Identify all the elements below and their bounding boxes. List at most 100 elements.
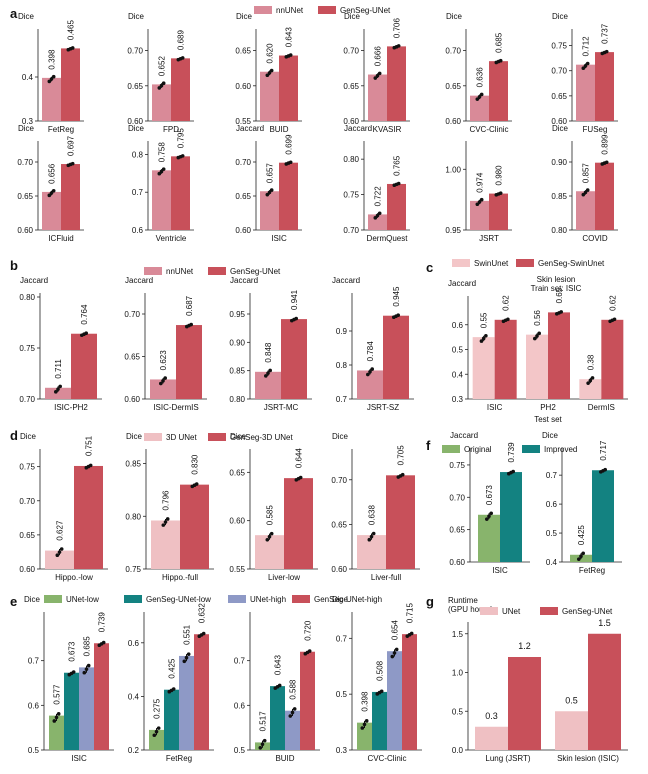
data-label: 0.699	[285, 134, 294, 155]
panel-label-e: e	[10, 594, 17, 609]
panel-label-c: c	[426, 260, 433, 275]
bar-genseg-unet-low-fetreg	[164, 689, 179, 750]
replicate-dot	[294, 478, 299, 482]
replicate-dot	[157, 171, 162, 176]
replicate-dot	[84, 465, 89, 470]
y-tick-label: 0.60	[124, 395, 140, 404]
data-label: 0.508	[376, 660, 385, 681]
replicate-dot	[86, 663, 91, 668]
data-label: 0.848	[264, 342, 273, 363]
bar-nnunet-isic	[260, 191, 279, 230]
replicate-dot	[373, 76, 378, 80]
chart-d3: 0.55 0.60 0.65 Dice 0.585 0.644 Liver-low	[229, 432, 318, 582]
data-label: 0.705	[397, 445, 406, 466]
bar-unet-high-cvc-clinic	[387, 651, 402, 750]
bar-genseg-3d-unet-hippo-low	[74, 465, 103, 569]
data-label: 0.715	[406, 603, 415, 624]
chart-a8: 0.6 0.7 0.8 Dice 0.758 0.795 Ventricle	[128, 124, 194, 243]
y-tick-label: 0.80	[551, 226, 567, 235]
replicate-dot	[366, 372, 370, 377]
x-tick-label: JSRT-SZ	[367, 403, 399, 412]
replicate-dot	[362, 722, 367, 727]
data-label: 0.38	[586, 354, 595, 370]
data-label: 0.425	[168, 658, 177, 679]
replicate-dot	[369, 534, 374, 539]
bar-nnunet-fetreg	[42, 77, 61, 121]
legend-label: UNet-low	[66, 595, 99, 604]
y-tick-label: 0.5	[452, 707, 464, 716]
bar-nnunet-ventricle	[152, 170, 171, 230]
replicate-dot	[585, 61, 590, 66]
x-tick-label: ISIC	[71, 754, 87, 763]
replicate-dot	[603, 467, 607, 472]
data-label: 0.644	[295, 448, 304, 469]
bar-genseg-unet-high-buid	[300, 651, 315, 750]
chart-e4: 0.3 0.5 0.7 Dice 0.398 0.508 0.654 0.715 CVC-Cli…	[332, 595, 422, 763]
y-tick-label: 0.55	[229, 565, 245, 574]
replicate-dot	[161, 523, 166, 527]
y-axis-label: Dice	[20, 432, 37, 441]
data-label: 0.739	[98, 612, 107, 633]
y-tick-label: 0.8	[132, 150, 144, 159]
y-axis-label: Jaccard	[20, 276, 48, 285]
chart-a10: 0.70 0.75 0.80 Jaccard 0.722 0.765 DermQuest	[343, 124, 410, 243]
y-tick-label: 0.70	[17, 158, 33, 167]
replicate-dot	[489, 511, 494, 516]
legend-label: GenSeg-UNet	[340, 6, 391, 15]
y-tick-label: 0.6	[234, 701, 246, 710]
replicate-dot	[400, 472, 405, 477]
replicate-dot	[266, 371, 270, 375]
replicate-dot	[185, 324, 189, 329]
replicate-dot	[159, 169, 164, 174]
replicate-dot	[610, 318, 615, 323]
legend-label: SwinUnet	[474, 259, 509, 268]
bar-genseg-unet-jsrt	[489, 193, 508, 230]
legend-label: GenSeg-UNet-low	[146, 595, 211, 604]
legend-swatch	[452, 259, 470, 267]
x-tick-label: JSRT-MC	[264, 403, 299, 412]
bar-genseg-unet-isic-ph2	[71, 333, 97, 399]
data-label: 0.720	[304, 620, 313, 641]
bar-unet-high-isic	[79, 667, 94, 750]
data-label: 0.632	[198, 603, 207, 624]
chart-c: 0.3 0.4 0.5 0.6 Jaccard 0.55 0.56 0.38 0.62 0.65 0…	[448, 275, 628, 424]
bar-nnunet-jsrt-sz	[357, 370, 383, 399]
y-tick-label: 1.5	[452, 630, 464, 639]
data-label: 0.585	[266, 505, 275, 526]
bar-genseg-unet-skin-lesion-isic	[588, 633, 621, 750]
data-label: 0.689	[177, 29, 186, 50]
replicate-dot	[186, 652, 191, 656]
y-tick-label: 0.0	[452, 746, 464, 755]
y-tick-label: 0.65	[343, 82, 359, 91]
x-tick-label: ISIC	[487, 403, 503, 412]
data-label: 0.673	[68, 641, 77, 662]
bar-genseg-swinunet-isic	[494, 319, 517, 399]
panel-label-a: a	[10, 6, 18, 21]
replicate-dot	[604, 160, 609, 165]
y-tick-label: 0.2	[128, 746, 140, 755]
data-label: 0.945	[392, 286, 401, 307]
replicate-dot	[373, 216, 378, 220]
data-label: 0.722	[374, 186, 383, 207]
replicate-dot	[375, 213, 380, 218]
y-tick-label: 0.65	[229, 468, 245, 477]
y-axis-label: Dice	[24, 595, 41, 604]
replicate-dot	[161, 81, 166, 86]
replicate-dot	[54, 390, 58, 394]
bar-nnunet-jsrt-mc	[255, 371, 281, 399]
y-tick-label: 0.80	[19, 293, 35, 302]
chart-b1: 0.70 0.75 0.80 Jaccard 0.711 0.764 ISIC-PH2	[19, 276, 102, 412]
bar-genseg-3d-unet-hippo-full	[180, 484, 209, 569]
replicate-dot	[583, 64, 588, 68]
legend-f: Original Improved	[442, 445, 577, 454]
data-label: 0.425	[577, 525, 586, 546]
replicate-dot	[264, 374, 268, 378]
bar-nnunet-covid	[576, 191, 595, 230]
data-label: 0.899	[601, 134, 610, 155]
legend-swatch	[208, 433, 226, 441]
replicate-dot	[176, 155, 181, 160]
legend-label: 3D UNet	[166, 433, 197, 442]
data-label: 0.398	[48, 49, 57, 70]
replicate-dot	[288, 160, 293, 165]
y-tick-label: 0.60	[551, 117, 567, 126]
